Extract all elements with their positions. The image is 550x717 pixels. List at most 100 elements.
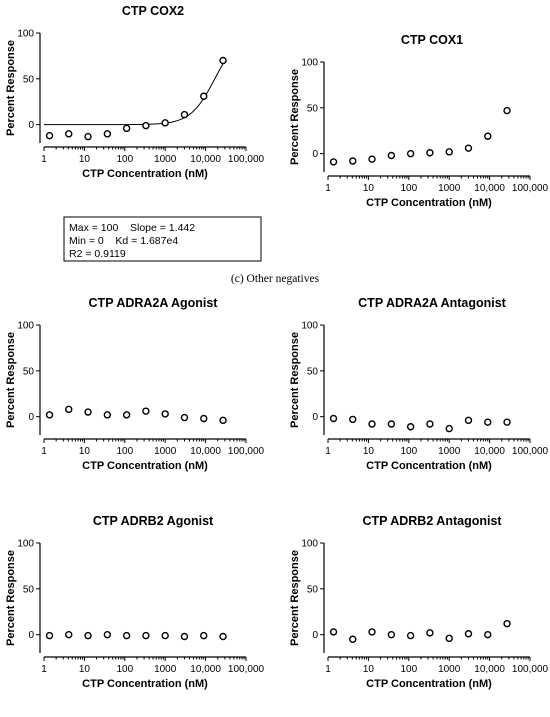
chart-panel-3: CTP ADRA2A Agonist 0 50 100 1 10 100 1000 10,000… (5, 296, 265, 472)
data-point (445, 634, 453, 643)
x-tick-label: 1 (41, 154, 47, 165)
data-point (200, 414, 208, 423)
data-point (484, 630, 492, 639)
data-point (122, 411, 131, 419)
fit-box-frame (63, 216, 262, 262)
data-point (84, 408, 92, 416)
x-tick-label: 100,000 (228, 664, 265, 675)
y-tick-label: 100 (17, 539, 34, 550)
y-tick-label: 50 (307, 584, 319, 595)
y-tick-label: 0 (28, 120, 34, 131)
data-point (349, 157, 357, 165)
data-point (161, 631, 169, 640)
y-axis-label: Percent Response (289, 550, 301, 646)
y-tick-label: 100 (17, 29, 34, 40)
data-point (387, 420, 396, 428)
x-tick-label: 10 (79, 446, 91, 457)
x-tick-label: 1000 (154, 446, 177, 457)
data-point (503, 619, 511, 628)
y-tick-label: 50 (23, 366, 35, 377)
x-tick-label: 1 (41, 664, 47, 675)
y-tick-label: 0 (28, 412, 34, 423)
x-tick-label: 1000 (438, 446, 461, 457)
y-tick-label: 100 (301, 539, 318, 550)
x-axis-label: CTP Concentration (nM) (366, 460, 492, 472)
x-tick-label: 100,000 (228, 446, 265, 457)
y-axis-label: Percent Response (5, 40, 17, 136)
data-point (122, 124, 131, 133)
data-point (387, 151, 396, 160)
fit-parameters-box: Max = 100 Slope = 1.442 Min = 0 Kd = 1.6… (63, 216, 262, 262)
data-point (503, 418, 511, 426)
data-point (103, 630, 112, 639)
x-tick-label: 10,000 (474, 664, 505, 675)
data-point (368, 155, 376, 163)
x-tick-label: 10,000 (474, 183, 505, 194)
y-axis-label: Percent Response (5, 550, 17, 646)
data-point (426, 420, 434, 428)
x-tick-label: 1 (325, 664, 331, 675)
data-point (45, 631, 54, 640)
x-tick-label: 1000 (438, 183, 461, 194)
fit-curve (44, 63, 224, 126)
data-point (426, 629, 434, 637)
data-point (219, 416, 227, 425)
data-point (426, 149, 434, 157)
x-tick-label: 100 (400, 446, 417, 457)
y-tick-label: 50 (23, 74, 35, 85)
data-point (329, 414, 338, 423)
x-axis-label: CTP Concentration (nM) (366, 197, 492, 209)
chart-panel-2: CTP COX1 0 50 100 1 10 100 1000 10,000 100,000 CTP… (289, 33, 549, 209)
data-point (503, 106, 511, 115)
x-axis-label: CTP Concentration (nM) (82, 678, 208, 690)
x-tick-label: 1 (325, 183, 331, 194)
x-tick-label: 10 (363, 664, 375, 675)
x-tick-label: 100 (116, 664, 133, 675)
y-tick-label: 100 (301, 58, 318, 69)
chart-panel-5: CTP ADRB2 Agonist 0 50 100 1 10 100 1000 10,000 1… (5, 514, 265, 690)
x-tick-label: 1000 (438, 664, 461, 675)
x-tick-label: 1 (325, 446, 331, 457)
data-point (180, 413, 189, 422)
data-point (142, 631, 150, 640)
data-point (84, 132, 92, 141)
data-point (484, 418, 492, 426)
data-point (406, 149, 415, 158)
y-axis-label: Percent Response (289, 332, 301, 428)
x-tick-label: 10,000 (190, 154, 221, 165)
chart-panel-4: CTP ADRA2A Antagonist 0 50 100 1 10 100 1000 10,… (289, 296, 549, 472)
data-point (219, 632, 227, 641)
x-tick-label: 100 (400, 183, 417, 194)
chart-title: CTP ADRB2 Antagonist (362, 514, 502, 528)
data-point (368, 628, 376, 636)
data-point (161, 410, 169, 418)
y-tick-label: 0 (312, 630, 318, 641)
data-point (65, 405, 73, 414)
chart-panel-1: CTP COX2 0 50 100 1 10 100 1000 10,000 100,000 CTP… (5, 4, 265, 180)
data-point (464, 630, 473, 638)
x-axis-label: CTP Concentration (nM) (82, 460, 208, 472)
data-point (484, 132, 492, 140)
data-point (445, 424, 453, 433)
y-tick-label: 50 (307, 103, 319, 114)
data-point (406, 631, 415, 640)
data-point (464, 144, 473, 152)
data-point (65, 130, 73, 138)
data-point (387, 630, 396, 639)
x-tick-label: 10 (79, 664, 91, 675)
y-axis-label: Percent Response (289, 69, 301, 165)
data-point (84, 631, 92, 640)
x-tick-label: 100 (400, 664, 417, 675)
fit-box-line-2: Min = 0 Kd = 1.687e4 (69, 235, 178, 247)
y-tick-label: 0 (28, 630, 34, 641)
data-point (180, 110, 189, 119)
y-tick-label: 100 (17, 321, 34, 332)
data-point (368, 420, 376, 428)
data-point (161, 119, 169, 127)
x-tick-label: 100 (116, 154, 133, 165)
x-tick-label: 10,000 (190, 664, 221, 675)
data-point (200, 92, 208, 100)
data-point (445, 148, 453, 156)
